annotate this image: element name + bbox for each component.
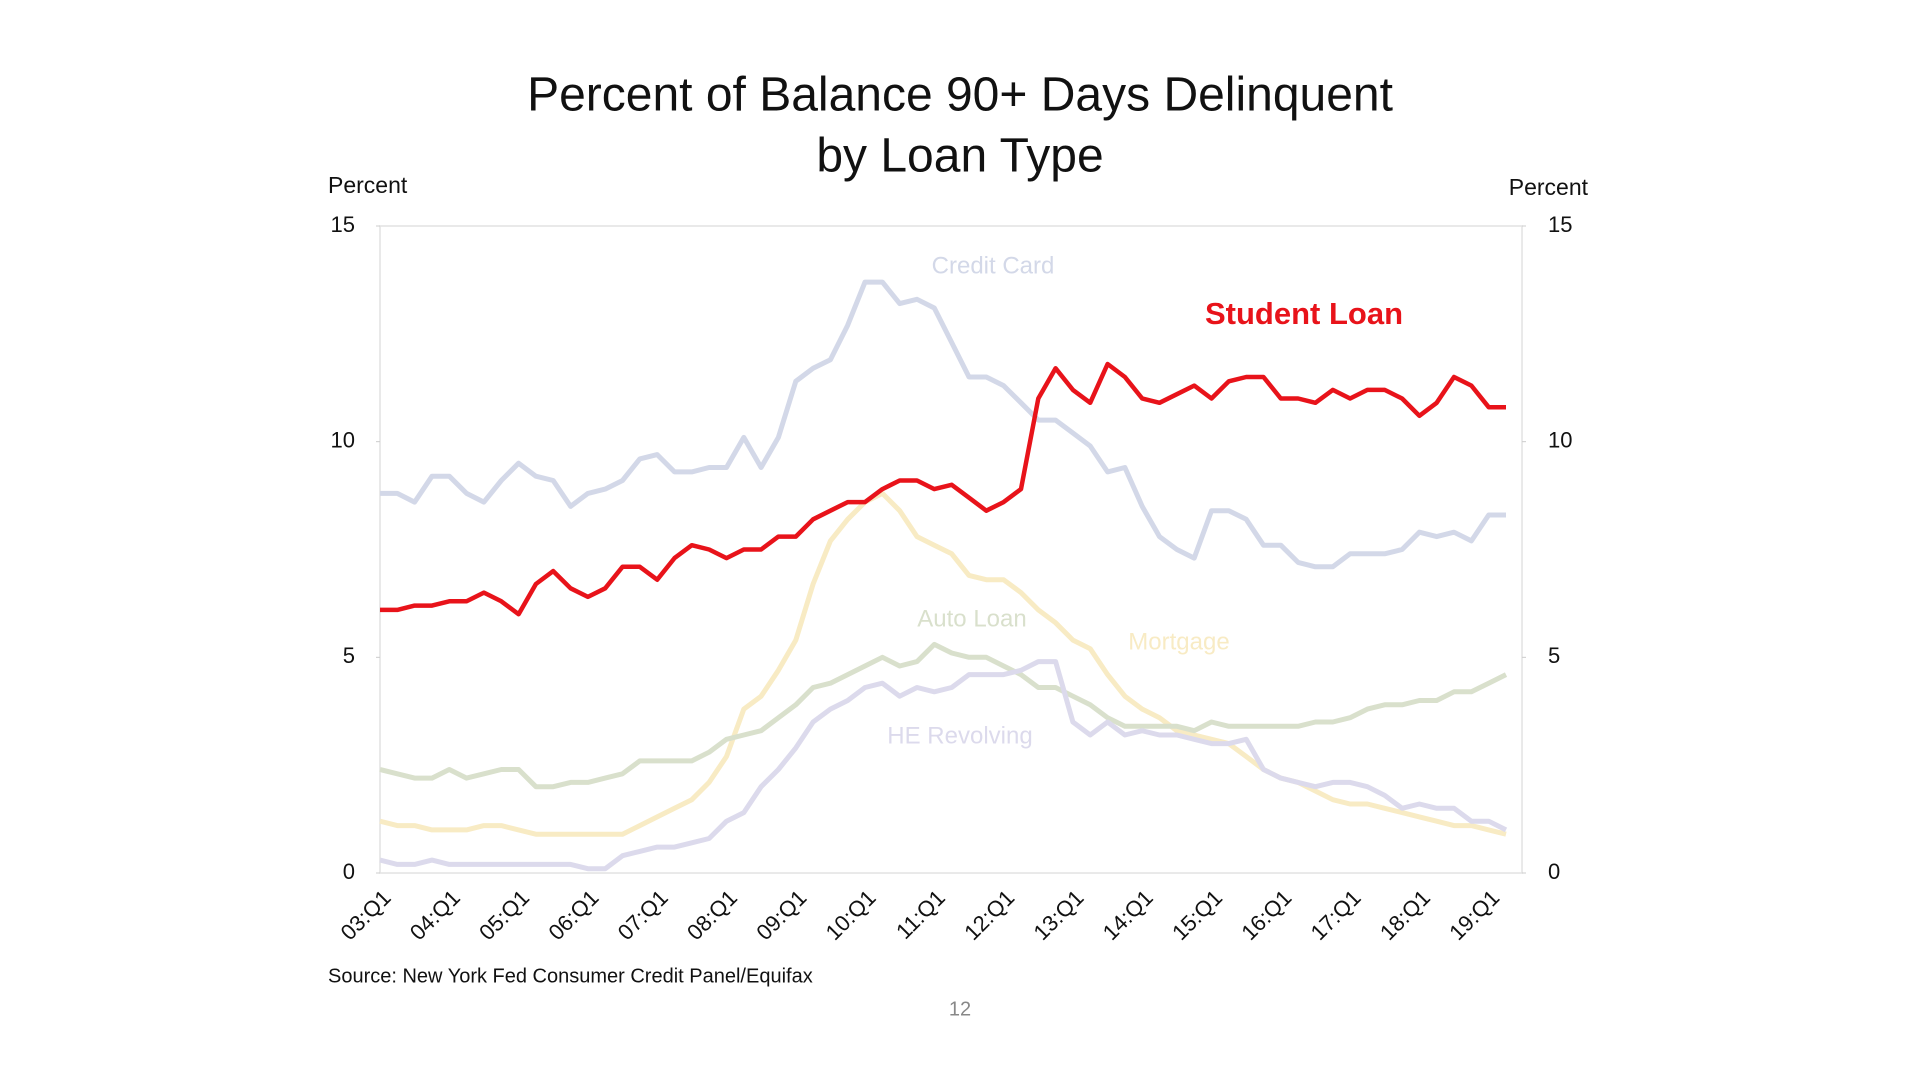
page-number: 12 (949, 998, 971, 1020)
chart-title: Percent of Balance 90+ Days Delinquent (527, 69, 1393, 122)
x-tick-label: 12:Q1 (959, 885, 1019, 945)
x-tick-label: 08:Q1 (682, 885, 742, 945)
x-tick-label: 14:Q1 (1098, 885, 1158, 945)
series-label: HE Revolving (887, 722, 1032, 749)
y-tick-label: 10 (331, 427, 355, 452)
y2-tick-label: 5 (1548, 643, 1560, 668)
series-label: Student Loan (1205, 296, 1403, 331)
x-tick-label: 11:Q1 (891, 885, 950, 944)
x-tick-label: 15:Q1 (1167, 885, 1227, 945)
series-label: Credit Card (932, 252, 1055, 279)
x-tick-label: 19:Q1 (1444, 885, 1504, 945)
y2-tick-label: 10 (1548, 427, 1572, 452)
y-tick-label: 5 (343, 643, 355, 668)
y-tick-label: 15 (331, 212, 355, 237)
x-tick-label: 04:Q1 (405, 885, 465, 945)
plot-frame (379, 225, 1523, 874)
y2-axis-label: Percent (1509, 174, 1589, 200)
x-tick-label: 05:Q1 (474, 885, 534, 945)
y2-tick-label: 15 (1548, 212, 1572, 237)
x-tick-label: 16:Q1 (1236, 885, 1296, 945)
x-tick-label: 13:Q1 (1029, 885, 1089, 945)
y2-tick-label: 0 (1548, 859, 1560, 884)
y-tick-label: 0 (343, 859, 355, 884)
source-note: Source: New York Fed Consumer Credit Pan… (328, 965, 813, 987)
chart-title: by Loan Type (816, 130, 1103, 183)
x-tick-label: 07:Q1 (613, 885, 673, 945)
x-tick-label: 18:Q1 (1375, 885, 1435, 945)
series-line (379, 659, 1508, 872)
series-label: Mortgage (1128, 628, 1229, 655)
y-axis-label: Percent (328, 172, 408, 198)
series-line (380, 279, 1506, 570)
x-tick-label: 10:Q1 (821, 885, 881, 945)
series-label: Auto Loan (917, 605, 1026, 632)
x-tick-label: 03:Q1 (336, 885, 396, 945)
x-tick-label: 17:Q1 (1306, 885, 1366, 945)
series-line (379, 641, 1508, 790)
series-line (379, 490, 1507, 837)
x-tick-label: 06:Q1 (543, 885, 603, 945)
series-line (380, 361, 1506, 617)
x-tick-label: 09:Q1 (751, 885, 811, 945)
